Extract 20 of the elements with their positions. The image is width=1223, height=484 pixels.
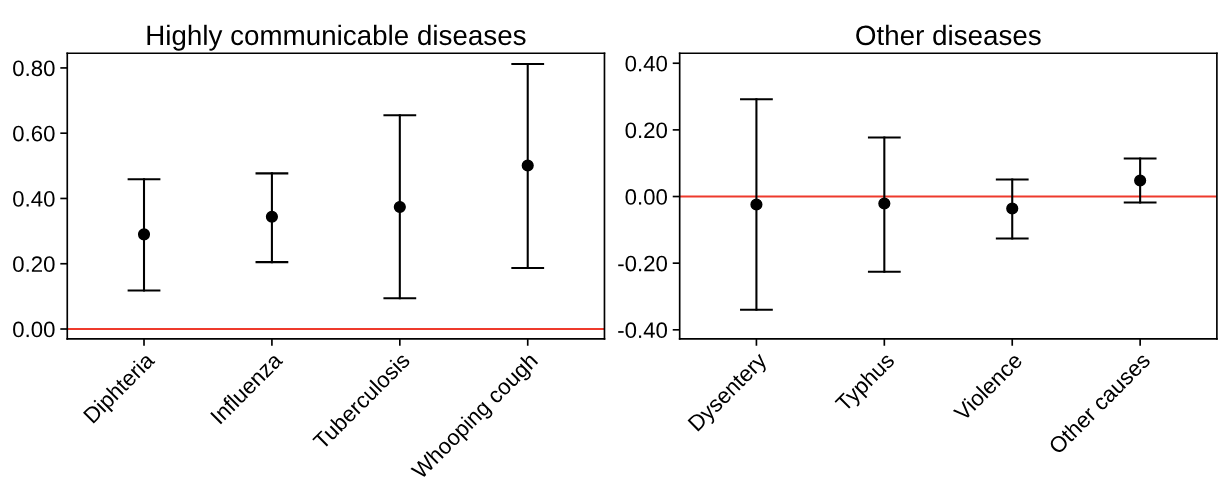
- y-tick-label: 0.00: [13, 321, 55, 338]
- point: [1006, 202, 1019, 215]
- point: [265, 210, 278, 223]
- point: [137, 228, 151, 241]
- y-tick-label: -0.40: [618, 322, 668, 339]
- y-tick-label: 0.20: [625, 122, 668, 139]
- point: [521, 159, 534, 172]
- y-tick-label: 0.20: [13, 256, 55, 273]
- point: [878, 197, 891, 210]
- point: [750, 198, 763, 211]
- y-tick-label: 0.80: [13, 60, 55, 77]
- point: [393, 200, 406, 214]
- y-tick-label: -0.20: [618, 255, 668, 272]
- chart-title: Other diseases: [856, 24, 1041, 46]
- y-tick-label: 0.60: [13, 125, 55, 142]
- y-tick-label: 0.40: [625, 55, 668, 72]
- y-tick-label: 0.40: [13, 191, 55, 207]
- chart-title: Highly communicable diseases: [147, 24, 526, 51]
- y-tick-label: 0.00: [625, 189, 668, 205]
- point: [1134, 174, 1147, 187]
